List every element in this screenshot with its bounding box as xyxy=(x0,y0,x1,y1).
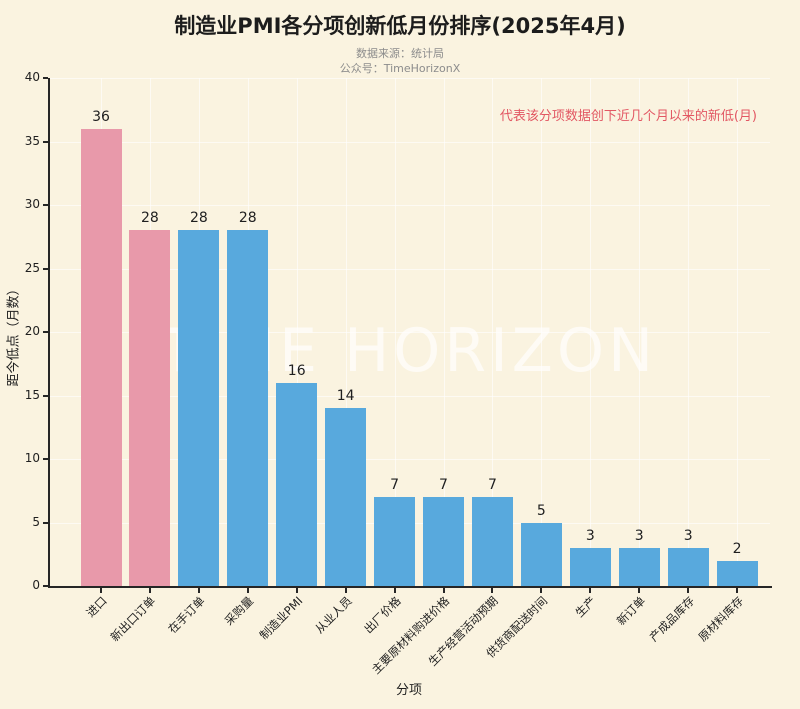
y-axis-spine xyxy=(48,78,50,586)
x-tick-label: 产成品库存 xyxy=(646,593,697,645)
bar-生产 xyxy=(569,547,611,586)
x-tick-label: 制造业PMI xyxy=(256,593,306,643)
x-tick-mark xyxy=(589,588,592,593)
x-tick-mark xyxy=(295,588,298,593)
x-tick-label: 从业人员 xyxy=(311,593,355,637)
bar-从业人员 xyxy=(325,408,367,586)
y-tick-label: 15 xyxy=(24,387,40,402)
y-tick-mark xyxy=(43,521,48,524)
y-tick-mark xyxy=(43,331,48,333)
chart-subtitle-source: 数据来源：统计局 xyxy=(356,47,444,60)
y-axis-title: 距今低点（月数） xyxy=(6,282,22,387)
bar-value-label: 3 xyxy=(634,527,644,544)
x-tick-label: 采购量 xyxy=(222,593,257,629)
gridline-horizontal xyxy=(48,78,770,79)
bar-value-label: 7 xyxy=(439,477,448,494)
y-tick-mark xyxy=(43,204,48,206)
bar-出厂价格 xyxy=(374,497,416,586)
bar-value-label: 7 xyxy=(487,477,497,494)
y-tick-label: 25 xyxy=(24,260,40,275)
gridline-vertical xyxy=(394,78,396,586)
bar-value-label: 7 xyxy=(390,477,400,494)
x-tick-label: 进口 xyxy=(83,593,110,620)
bar-采购量 xyxy=(227,230,269,586)
gridline-vertical xyxy=(492,78,494,586)
bar-新出口订单 xyxy=(129,230,171,586)
x-tick-mark xyxy=(638,588,641,593)
gridline-vertical xyxy=(737,78,739,586)
bar-生产经营活动预期 xyxy=(471,497,513,586)
annotation-note: 代表该分项数据创下近几个月以来的新低(月) xyxy=(499,109,757,124)
y-tick-label: 35 xyxy=(24,133,40,148)
bar-value-label: 28 xyxy=(238,210,257,227)
gridline-vertical xyxy=(541,78,543,586)
x-tick-mark xyxy=(100,588,102,593)
x-tick-mark xyxy=(393,588,396,593)
x-tick-label: 新出口订单 xyxy=(107,593,159,645)
y-tick-label: 20 xyxy=(24,324,40,338)
bar-value-label: 3 xyxy=(683,527,693,544)
x-tick-label: 在手订单 xyxy=(165,593,208,637)
y-tick-label: 30 xyxy=(24,197,40,211)
y-tick-mark xyxy=(43,77,48,79)
x-tick-mark xyxy=(540,588,543,593)
bar-value-label: 5 xyxy=(536,502,546,519)
x-tick-label: 出厂价格 xyxy=(360,593,404,637)
y-tick-mark xyxy=(43,585,48,587)
bar-value-label: 28 xyxy=(141,210,159,227)
x-tick-mark xyxy=(344,588,347,593)
bar-value-label: 14 xyxy=(336,388,355,405)
x-tick-mark xyxy=(246,588,249,593)
gridline-horizontal xyxy=(48,205,770,206)
y-tick-mark xyxy=(43,140,48,143)
bar-供货商配送时间 xyxy=(520,522,562,586)
x-tick-mark xyxy=(491,588,494,593)
gridline-vertical xyxy=(345,78,347,586)
gridline-vertical xyxy=(590,78,592,586)
chart-subtitle-account: 公众号：TimeHorizonX xyxy=(339,62,461,75)
x-axis-title: 分项 xyxy=(395,683,422,698)
x-tick-label: 原材料库存 xyxy=(695,593,746,645)
y-tick-mark xyxy=(43,394,48,397)
y-tick-label: 10 xyxy=(24,451,40,465)
gridline-horizontal xyxy=(48,268,770,270)
x-tick-mark xyxy=(197,588,200,593)
gridline-vertical xyxy=(443,78,445,586)
bar-制造业PMI xyxy=(276,382,318,586)
y-tick-label: 5 xyxy=(32,514,40,529)
gridline-vertical xyxy=(639,78,641,586)
x-tick-mark xyxy=(687,588,690,593)
x-tick-mark xyxy=(736,588,739,593)
x-axis-spine xyxy=(48,586,772,588)
chart-title: 制造业PMI各分项创新低月份排序(2025年4月) xyxy=(174,14,626,38)
bar-在手订单 xyxy=(178,230,220,586)
gridline-horizontal xyxy=(48,332,770,333)
bar-value-label: 16 xyxy=(287,362,306,379)
gridline-horizontal xyxy=(48,141,770,143)
x-tick-label: 生产 xyxy=(572,593,599,620)
y-tick-label: 0 xyxy=(32,578,40,592)
bar-新订单 xyxy=(618,547,660,586)
y-tick-label: 40 xyxy=(24,70,40,84)
bar-value-label: 2 xyxy=(732,540,742,557)
bar-value-label: 3 xyxy=(585,527,595,544)
x-tick-mark xyxy=(148,588,151,593)
bar-主要原材料购进价格 xyxy=(423,497,464,586)
x-tick-label: 新订单 xyxy=(613,593,648,629)
bar-产成品库存 xyxy=(667,547,709,586)
x-tick-mark xyxy=(442,588,445,593)
gridline-vertical xyxy=(688,78,690,586)
gridline-vertical xyxy=(296,78,298,586)
bar-原材料库存 xyxy=(716,560,758,586)
bar-进口 xyxy=(80,128,122,586)
y-tick-mark xyxy=(43,458,48,460)
gridline-horizontal xyxy=(48,459,770,460)
gridline-horizontal xyxy=(48,395,770,397)
bar-value-label: 36 xyxy=(92,108,110,125)
y-tick-mark xyxy=(43,267,48,270)
bar-value-label: 28 xyxy=(189,210,208,227)
